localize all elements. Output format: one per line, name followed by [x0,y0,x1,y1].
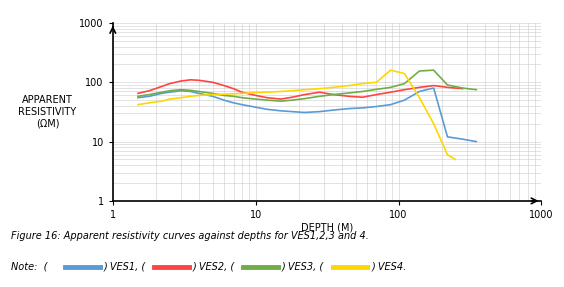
Text: Note:  (: Note: ( [11,262,47,272]
Text: ) VES3, (: ) VES3, ( [282,262,324,272]
Y-axis label: APPARENT
RESISTIVITY
(ΩM): APPARENT RESISTIVITY (ΩM) [19,95,77,129]
Text: Figure 16: Apparent resistivity curves against depths for VES1,2,3 and 4.: Figure 16: Apparent resistivity curves a… [11,231,369,241]
Text: ) VES4.: ) VES4. [371,262,406,272]
Text: ) VES1, (: ) VES1, ( [104,262,146,272]
Text: ) VES2, (: ) VES2, ( [193,262,235,272]
X-axis label: DEPTH (M): DEPTH (M) [301,223,353,233]
